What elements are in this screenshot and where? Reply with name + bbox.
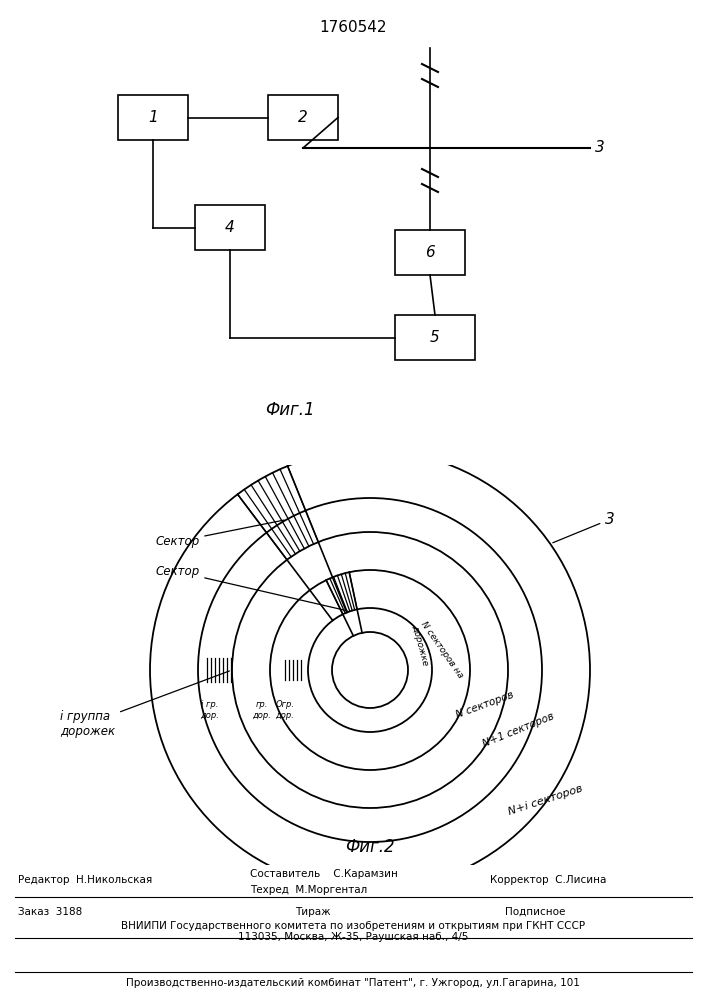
Text: 1: 1 bbox=[148, 110, 158, 125]
Text: Техред  М.Моргентал: Техред М.Моргентал bbox=[250, 885, 367, 895]
Text: Редактор  Н.Никольская: Редактор Н.Никольская bbox=[18, 875, 152, 885]
Text: Тираж: Тираж bbox=[295, 907, 331, 917]
Text: Фиг.2: Фиг.2 bbox=[345, 838, 395, 856]
Text: N секторов: N секторов bbox=[455, 690, 515, 720]
Bar bbox=[195, 205, 265, 250]
Text: 4: 4 bbox=[225, 220, 235, 235]
Text: ВНИИПИ Государственного комитета по изобретениям и открытиям при ГКНТ СССР: ВНИИПИ Государственного комитета по изоб… bbox=[121, 921, 585, 931]
Text: дорожке: дорожке bbox=[410, 624, 430, 666]
Text: Подписное: Подписное bbox=[505, 907, 566, 917]
Text: Производственно-издательский комбинат "Патент", г. Ужгород, ул.Гагарина, 101: Производственно-издательский комбинат "П… bbox=[126, 978, 580, 988]
Bar bbox=[395, 315, 475, 360]
Text: 2: 2 bbox=[298, 110, 308, 125]
Text: 1760542: 1760542 bbox=[320, 20, 387, 35]
Text: 5: 5 bbox=[430, 330, 440, 345]
Text: Фиг.1: Фиг.1 bbox=[265, 401, 315, 419]
Text: N секторов на: N секторов на bbox=[419, 620, 465, 680]
Text: Заказ  3188: Заказ 3188 bbox=[18, 907, 82, 917]
Text: i группа
дорожек: i группа дорожек bbox=[60, 671, 229, 738]
Text: N+1 секторов: N+1 секторов bbox=[481, 711, 555, 749]
Text: гр.
дор.: гр. дор. bbox=[252, 700, 271, 720]
Text: i гр.
дор.: i гр. дор. bbox=[201, 700, 219, 720]
Text: 6: 6 bbox=[425, 245, 435, 260]
Text: 113035, Москва, Ж-35, Раушская наб., 4/5: 113035, Москва, Ж-35, Раушская наб., 4/5 bbox=[238, 932, 468, 942]
Text: 3: 3 bbox=[553, 512, 615, 543]
Text: 3: 3 bbox=[595, 140, 604, 155]
Text: Сектор: Сектор bbox=[155, 565, 347, 611]
Bar bbox=[118, 95, 188, 140]
Bar bbox=[395, 230, 465, 275]
Bar bbox=[268, 95, 338, 140]
Text: N+i секторов: N+i секторов bbox=[506, 783, 583, 817]
Text: Огр.
дор.: Огр. дор. bbox=[276, 700, 295, 720]
Text: Сектор: Сектор bbox=[155, 520, 284, 548]
Text: Корректор  С.Лисина: Корректор С.Лисина bbox=[490, 875, 607, 885]
Text: Составитель    С.Карамзин: Составитель С.Карамзин bbox=[250, 869, 398, 879]
